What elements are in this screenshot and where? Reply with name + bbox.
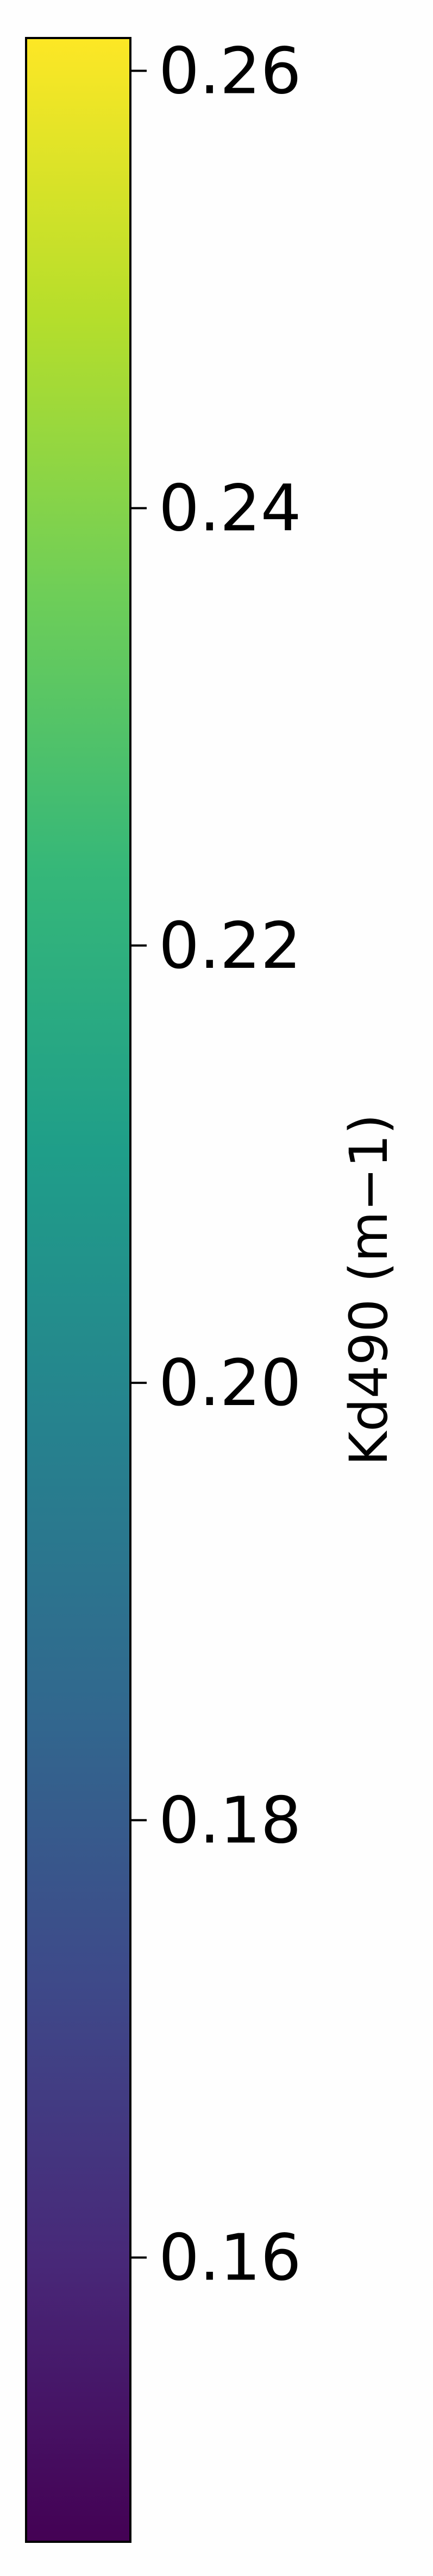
colorbar-frame bbox=[25, 37, 131, 2543]
tick-label: 0.22 bbox=[159, 908, 302, 983]
tick-label: 0.16 bbox=[159, 2220, 302, 2295]
colorbar-fill bbox=[26, 38, 130, 2542]
colorbar-ticks: 0.26 0.24 0.22 0.20 0.18 0.16 bbox=[130, 33, 302, 2295]
tick-label: 0.26 bbox=[159, 33, 302, 108]
colorbar-axis-label: Kd490 (m−1) bbox=[338, 1114, 399, 1466]
tick-label: 0.20 bbox=[159, 1345, 302, 1420]
tick-label: 0.18 bbox=[159, 1783, 302, 1857]
tick-label: 0.24 bbox=[159, 471, 302, 546]
